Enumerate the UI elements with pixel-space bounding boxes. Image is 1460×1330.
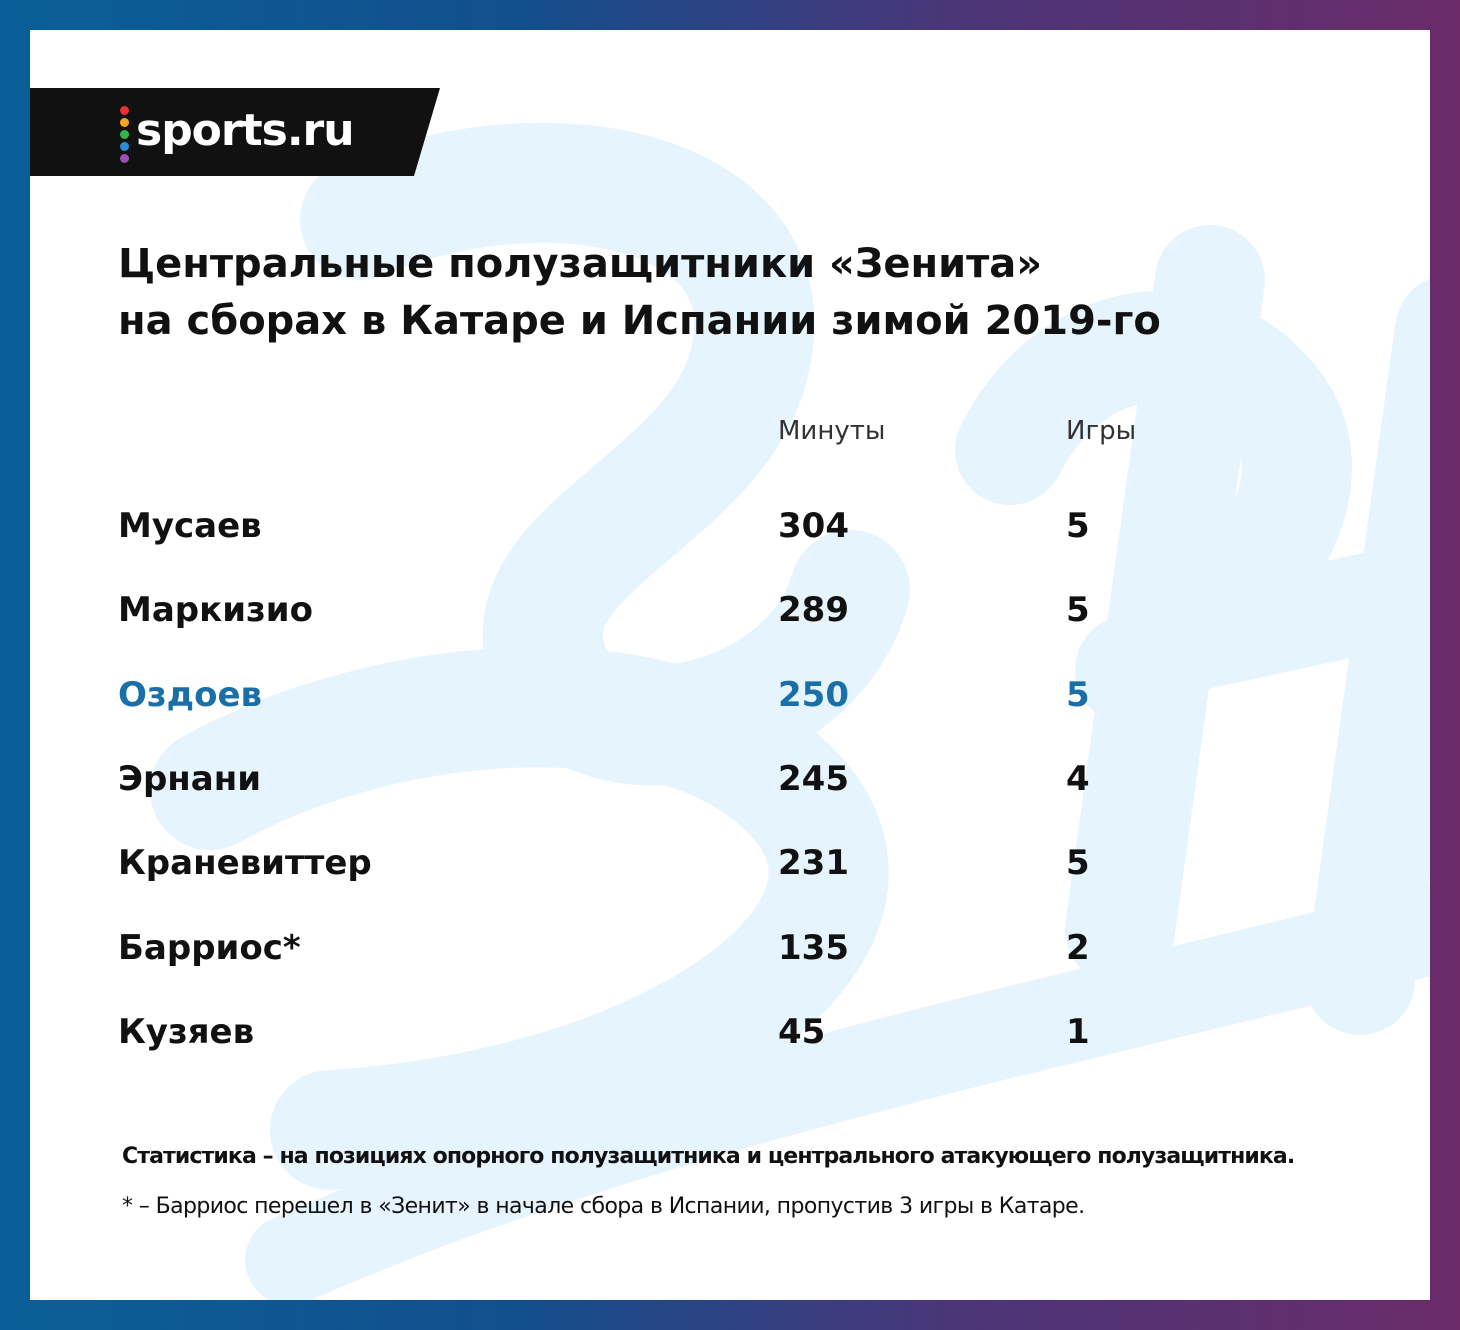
- table-row: Кузяев 45 1: [30, 1002, 1430, 1062]
- minutes-value: 231: [778, 843, 849, 883]
- logo-dot: [120, 142, 129, 151]
- logo-dot: [120, 118, 129, 127]
- minutes-value: 135: [778, 928, 849, 968]
- logo-bar-background: [30, 88, 440, 176]
- watermark-stroke-swoosh: [245, 885, 1430, 1300]
- player-name: Краневиттер: [118, 843, 372, 883]
- games-value: 4: [1066, 759, 1090, 799]
- table-row: Барриос* 135 2: [30, 918, 1430, 978]
- player-name: Мусаев: [118, 506, 262, 546]
- footnote: * – Барриос перешел в «Зенит» в начале с…: [122, 1194, 1085, 1219]
- column-header-games: Игры: [1066, 416, 1137, 446]
- table-row: Эрнани 245 4: [30, 749, 1430, 809]
- player-name: Оздоев: [118, 675, 263, 715]
- chart-title-line-2: на сборах в Катаре и Испании зимой 2019-…: [118, 298, 1161, 344]
- player-name: Эрнани: [118, 759, 262, 799]
- minutes-value: 245: [778, 759, 849, 799]
- brand-logo: sports.ru: [30, 88, 440, 176]
- table-row: Маркизио 289 5: [30, 580, 1430, 640]
- minutes-value: 304: [778, 506, 849, 546]
- games-value: 5: [1066, 675, 1090, 715]
- games-value: 5: [1066, 506, 1090, 546]
- logo-dot: [120, 106, 129, 115]
- logo-text: sports.ru: [136, 105, 355, 156]
- logo-dot: [120, 154, 129, 163]
- player-name: Барриос*: [118, 928, 301, 968]
- watermark-stroke-e: [150, 647, 889, 1190]
- logo-dot: [120, 130, 129, 139]
- minutes-value: 289: [778, 590, 849, 630]
- table-row: Краневиттер 231 5: [30, 833, 1430, 893]
- watermark-stroke-n4: [1100, 540, 1430, 700]
- column-header-minutes: Минуты: [778, 416, 886, 446]
- games-value: 1: [1066, 1012, 1090, 1052]
- games-value: 2: [1066, 928, 1090, 968]
- games-value: 5: [1066, 590, 1090, 630]
- zenit-watermark-graphic: [150, 122, 1430, 1300]
- minutes-value: 250: [778, 675, 849, 715]
- minutes-value: 45: [778, 1012, 826, 1052]
- stats-note: Статистика – на позициях опорного полуза…: [122, 1144, 1295, 1169]
- stats-table: Минуты Игры Мусаев 304 5 Маркизио 289 5 Оздоев…: [30, 30, 1430, 1300]
- watermark-stroke-n3: [1305, 279, 1430, 1035]
- games-value: 5: [1066, 843, 1090, 883]
- chart-title-line-1: Центральные полузащитники «Зенита»: [118, 241, 1043, 287]
- table-row: Оздоев 250 5: [30, 665, 1430, 725]
- logo-dots-icon: [120, 106, 130, 166]
- player-name: Маркизио: [118, 590, 313, 630]
- infographic-card: sports.ru Центральные полузащитники «Зен…: [30, 30, 1430, 1300]
- chart-title: Центральные полузащитники «Зенита» на сб…: [118, 236, 1161, 350]
- player-name: Кузяев: [118, 1012, 255, 1052]
- table-row: Мусаев 304 5: [30, 496, 1430, 556]
